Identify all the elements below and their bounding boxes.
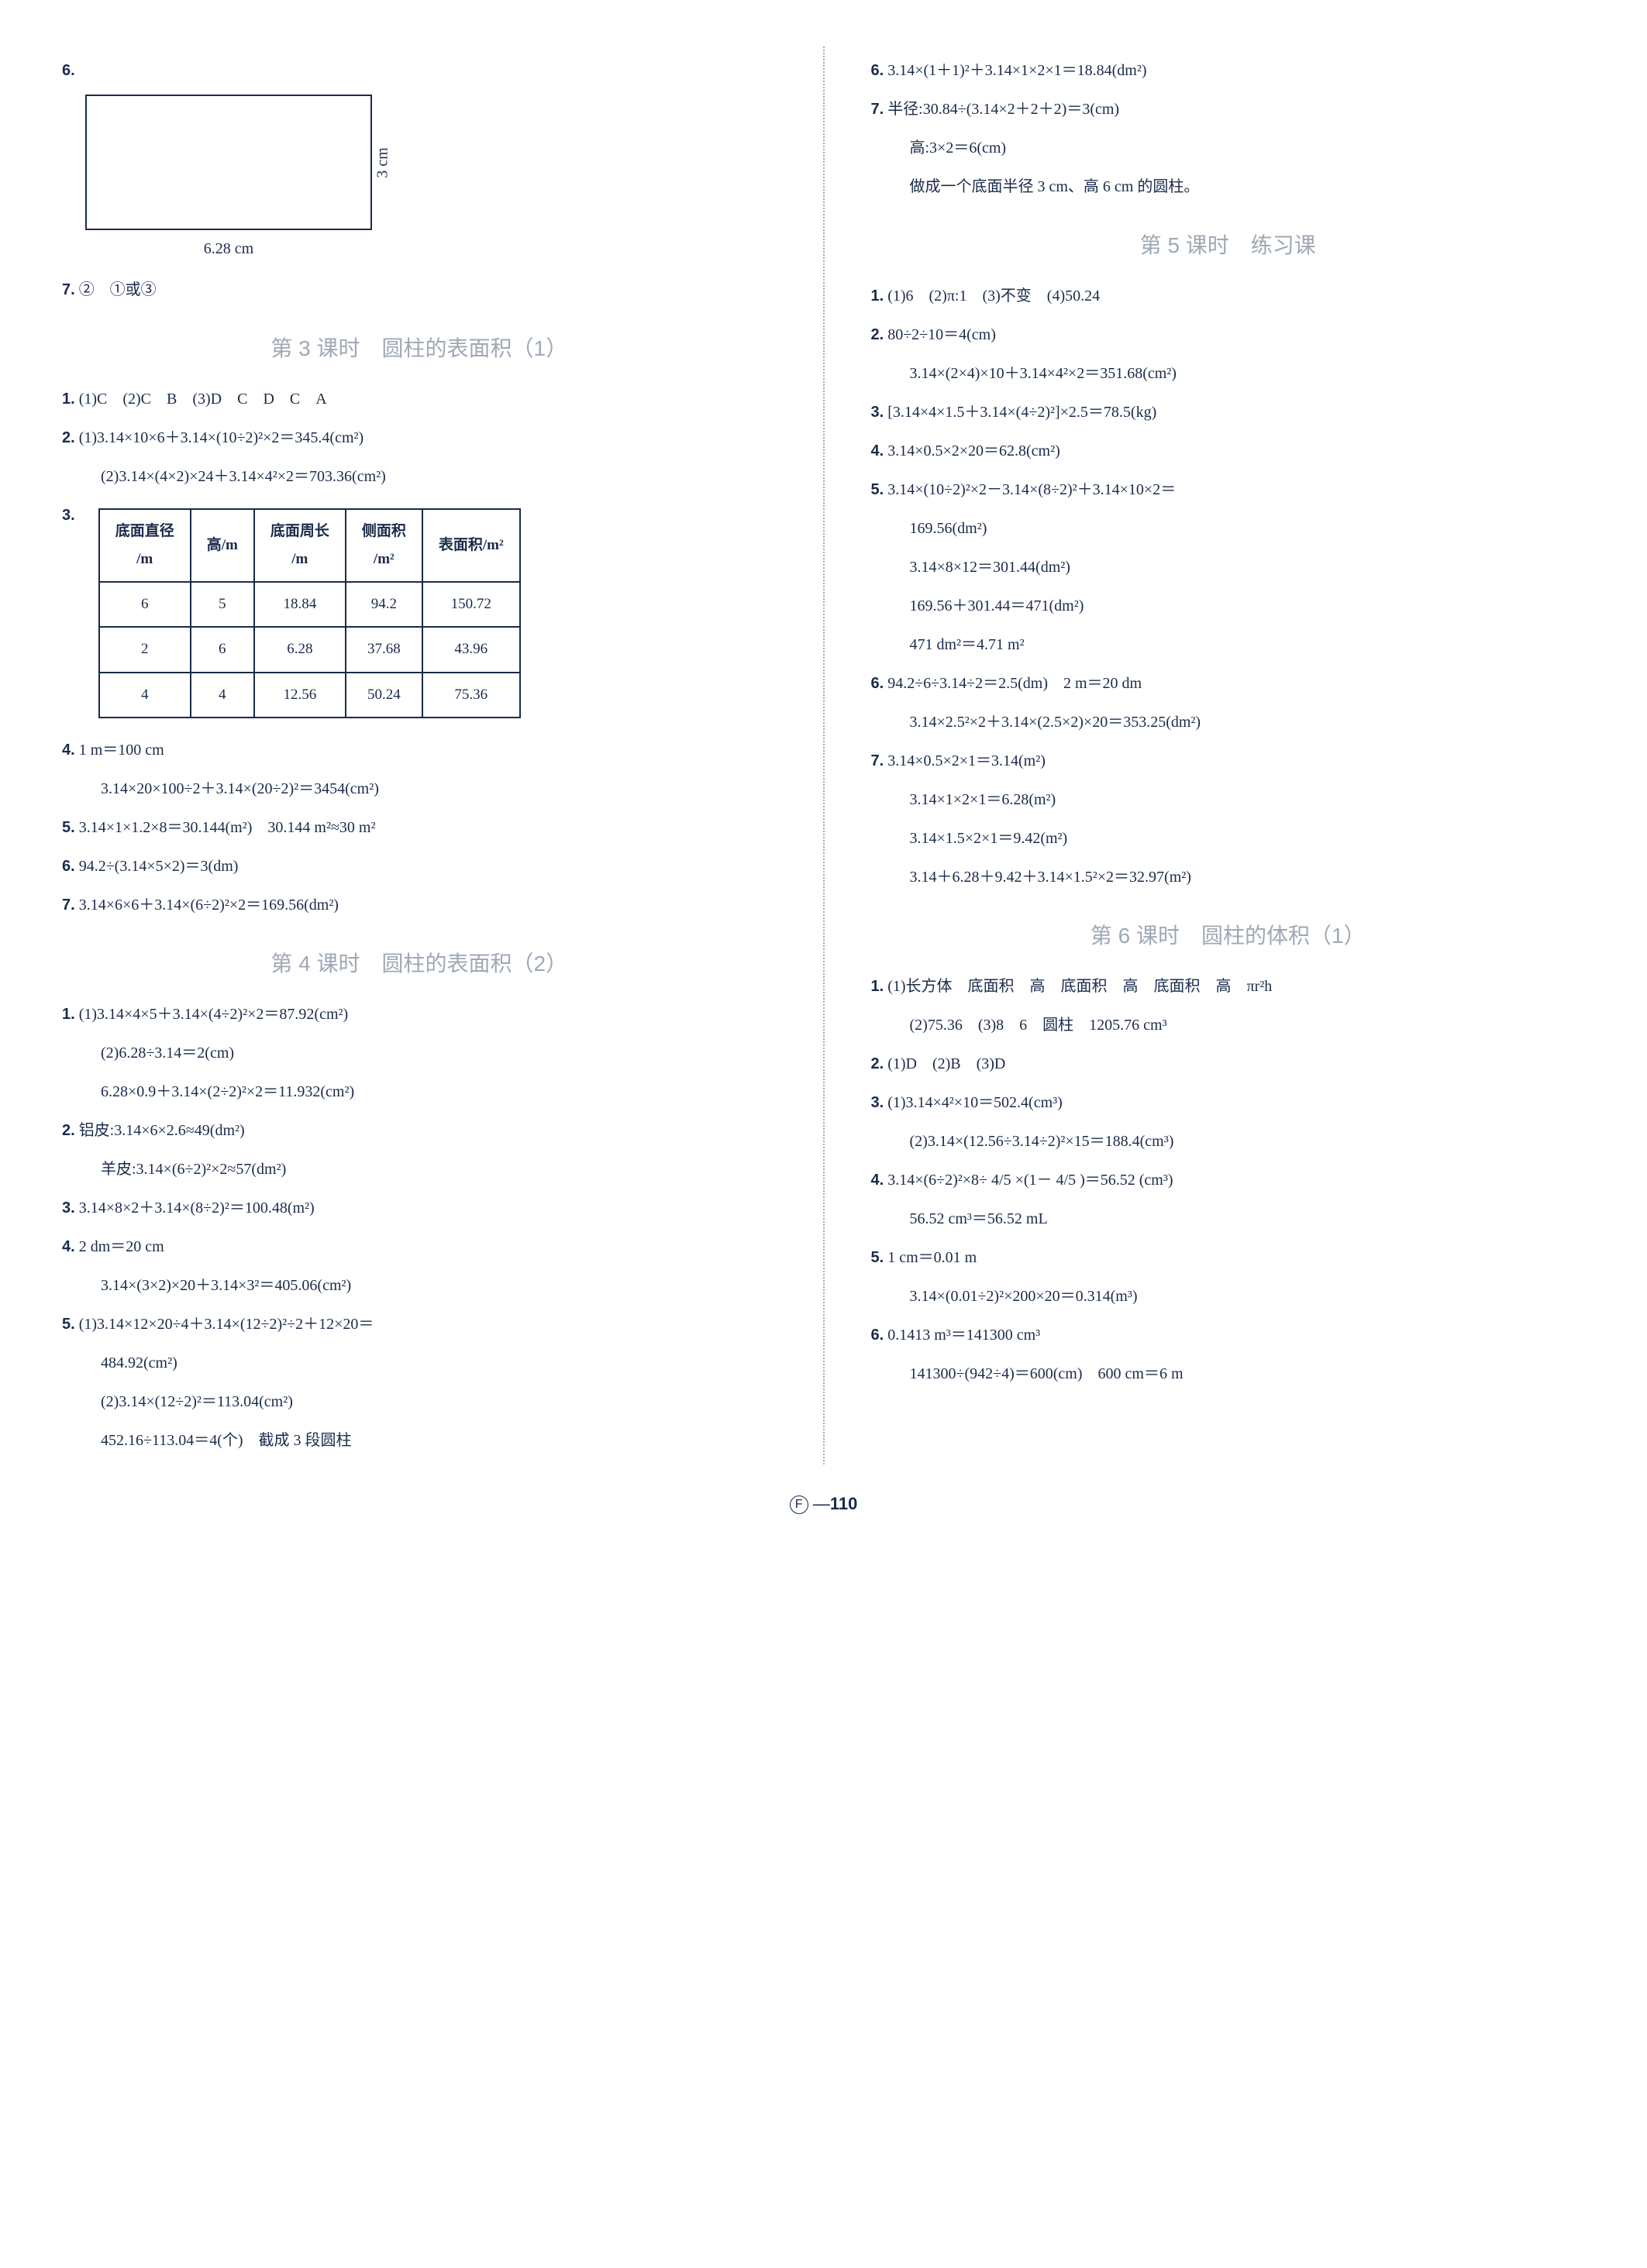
problem: 5. 3.14×1×1.2×8＝30.144(m²) 30.144 m²≈30 … (62, 813, 777, 842)
table-cell: 2 (99, 627, 191, 672)
problem-7: 7. ② ①或③ (62, 275, 777, 305)
problem: 7. 3.14×0.5×2×1＝3.14(m²) (871, 746, 1586, 776)
right-column: 6. 3.14×(1＋1)²＋3.14×1×2×1＝18.84(dm²) 7. … (871, 46, 1586, 1464)
table-cell: 50.24 (346, 673, 422, 718)
table-header: 高/m (191, 509, 254, 582)
column-divider (823, 46, 825, 1464)
problem-sub: 3.14×(2×4)×10＋3.14×4²×2＝351.68(cm²) (871, 359, 1586, 388)
page-prefix-icon: F (790, 1495, 808, 1514)
table-header: 底面直径/m (99, 509, 191, 582)
problem-sub: 169.56＋301.44＝471(dm²) (871, 591, 1586, 621)
problem-sub: 3.14×1.5×2×1＝9.42(m²) (871, 824, 1586, 853)
problem-sub: 3.14×20×100÷2＋3.14×(20÷2)²＝3454(cm²) (62, 774, 777, 804)
table-cell: 12.56 (254, 673, 346, 718)
table-cell: 4 (191, 673, 254, 718)
problem-sub: (2)3.14×(12÷2)²＝113.04(cm²) (62, 1387, 777, 1416)
table-header: 底面周长/m (254, 509, 346, 582)
problem-6: 6. (62, 56, 777, 85)
problem-sub: 3.14＋6.28＋9.42＋3.14×1.5²×2＝32.97(m²) (871, 862, 1586, 892)
section-title-4: 第 4 课时 圆柱的表面积（2） (62, 943, 777, 984)
table-header: 表面积/m² (422, 509, 520, 582)
table-cell: 94.2 (346, 582, 422, 627)
table-cell: 6 (191, 627, 254, 672)
problem-text: ② ①或③ (79, 281, 157, 298)
table-cell: 18.84 (254, 582, 346, 627)
problem-sub: 3.14×(3×2)×20＋3.14×3²＝405.06(cm²) (62, 1271, 777, 1300)
problem: 3. 3.14×8×2＋3.14×(8÷2)²＝100.48(m²) (62, 1193, 777, 1223)
problem-sub: 141300÷(942÷4)＝600(cm) 600 cm＝6 m (871, 1359, 1586, 1389)
problem: 4. 1 m＝100 cm (62, 735, 777, 765)
problem: 4. 2 dm＝20 cm (62, 1232, 777, 1261)
problem: 1. (1)3.14×4×5＋3.14×(4÷2)²×2＝87.92(cm²) (62, 1000, 777, 1029)
problem: 5. 3.14×(10÷2)²×2－3.14×(8÷2)²＋3.14×10×2＝ (871, 475, 1586, 504)
data-table: 底面直径/m高/m底面周长/m侧面积/m²表面积/m² 6518.8494.21… (98, 508, 521, 718)
problem-sub: 484.92(cm²) (62, 1348, 777, 1378)
problem-sub: (2)75.36 (3)8 6 圆柱 1205.76 cm³ (871, 1010, 1586, 1040)
problem: 7. 3.14×6×6＋3.14×(6÷2)²×2＝169.56(dm²) (62, 890, 777, 920)
problem-sub: (2)6.28÷3.14＝2(cm) (62, 1038, 777, 1068)
problem-sub: 羊皮:3.14×(6÷2)²×2≈57(dm²) (62, 1155, 777, 1184)
problem: 6. 94.2÷(3.14×5×2)＝3(dm) (62, 852, 777, 881)
problem: 1. (1)长方体 底面积 高 底面积 高 底面积 高 πr²h (871, 972, 1586, 1001)
problem: 5. 1 cm＝0.01 m (871, 1243, 1586, 1272)
problem: 2. 80÷2÷10＝4(cm) (871, 320, 1586, 349)
table-row: 6518.8494.2150.72 (99, 582, 520, 627)
table-cell: 6 (99, 582, 191, 627)
table-row: 266.2837.6843.96 (99, 627, 520, 672)
dim-height: 3 cm (367, 147, 397, 177)
rectangle-diagram: 3 cm 6.28 cm (85, 95, 777, 263)
problem: 6. 3.14×(1＋1)²＋3.14×1×2×1＝18.84(dm²) (871, 56, 1586, 85)
problem-sub: 3.14×(0.01÷2)²×200×20＝0.314(m³) (871, 1282, 1586, 1311)
page-number: F —110 (62, 1488, 1585, 1520)
problem: 6. 94.2÷6÷3.14÷2＝2.5(dm) 2 m＝20 dm (871, 669, 1586, 698)
problem: 4. 3.14×0.5×2×20＝62.8(cm²) (871, 436, 1586, 466)
table-cell: 75.36 (422, 673, 520, 718)
table-header: 侧面积/m² (346, 509, 422, 582)
problem-sub: 56.52 cm³＝56.52 mL (871, 1204, 1586, 1234)
section-title-3: 第 3 课时 圆柱的表面积（1） (62, 328, 777, 369)
section-title-5: 第 5 课时 练习课 (871, 225, 1586, 266)
problem-sub: 3.14×1×2×1＝6.28(m²) (871, 785, 1586, 814)
table-cell: 4 (99, 673, 191, 718)
problem: 4. 3.14×(6÷2)²×8÷ 4/5 ×(1－ 4/5 )＝56.52 (… (871, 1165, 1586, 1195)
problem: 3. [3.14×4×1.5＋3.14×(4÷2)²]×2.5＝78.5(kg) (871, 398, 1586, 427)
problem-sub: 3.14×8×12＝301.44(dm²) (871, 552, 1586, 582)
problem-num: 6. (62, 62, 75, 79)
table-row: 4412.5650.2475.36 (99, 673, 520, 718)
problem: 2. (1)3.14×10×6＋3.14×(10÷2)²×2＝345.4(cm²… (62, 423, 777, 453)
problem: 1. (1)C (2)C B (3)D C D C A (62, 384, 777, 414)
problem-sub: 高:3×2＝6(cm) (871, 133, 1586, 163)
table-cell: 5 (191, 582, 254, 627)
problem-sub: 471 dm²＝4.71 m² (871, 630, 1586, 659)
problem: 6. 0.1413 m³＝141300 cm³ (871, 1320, 1586, 1350)
problem: 5. (1)3.14×12×20÷4＋3.14×(12÷2)²÷2＋12×20＝ (62, 1310, 777, 1339)
problem-sub: (2)3.14×(12.56÷3.14÷2)²×15＝188.4(cm³) (871, 1127, 1586, 1156)
problem-sub: 做成一个底面半径 3 cm、高 6 cm 的圆柱。 (871, 172, 1586, 201)
problem-sub: 169.56(dm²) (871, 514, 1586, 543)
table-cell: 150.72 (422, 582, 520, 627)
left-column: 6. 3 cm 6.28 cm 7. ② ①或③ 第 3 课时 圆柱的表面积（1… (62, 46, 777, 1464)
section-title-6: 第 6 课时 圆柱的体积（1） (871, 915, 1586, 956)
table-cell: 43.96 (422, 627, 520, 672)
problem: 3. (1)3.14×4²×10＝502.4(cm³) (871, 1088, 1586, 1117)
problem-sub: 452.16÷113.04＝4(个) 截成 3 段圆柱 (62, 1426, 777, 1455)
problem: 1. (1)6 (2)π:1 (3)不变 (4)50.24 (871, 281, 1586, 311)
problem: 7. 半径:30.84÷(3.14×2＋2＋2)＝3(cm) (871, 95, 1586, 124)
problem-sub: 6.28×0.9＋3.14×(2÷2)²×2＝11.932(cm²) (62, 1077, 777, 1106)
dim-width: 6.28 cm (85, 234, 372, 263)
problem-sub: (2)3.14×(4×2)×24＋3.14×4²×2＝703.36(cm²) (62, 462, 777, 491)
table-cell: 6.28 (254, 627, 346, 672)
table-cell: 37.68 (346, 627, 422, 672)
problem: 2. (1)D (2)B (3)D (871, 1049, 1586, 1079)
problem: 2. 铝皮:3.14×6×2.6≈49(dm²) (62, 1116, 777, 1145)
problem-num: 7. (62, 281, 75, 298)
problem-sub: 3.14×2.5²×2＋3.14×(2.5×2)×20＝353.25(dm²) (871, 707, 1586, 737)
